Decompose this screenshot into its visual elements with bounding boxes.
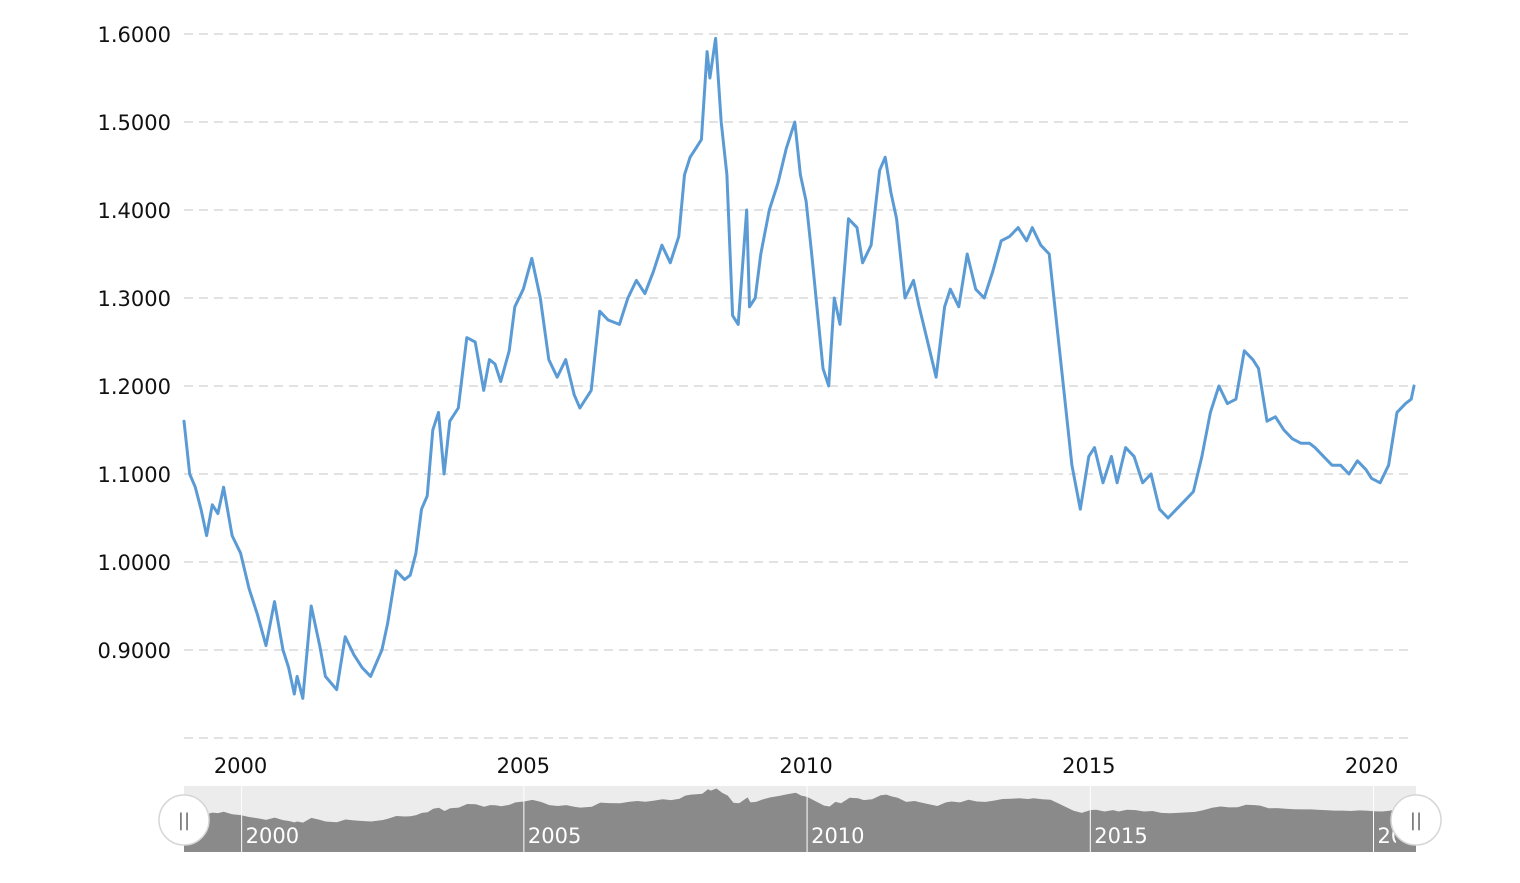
navigator-labels: 2000 2005 2010 2015 2020 — [246, 824, 1431, 848]
x-tick-label: 2000 — [214, 754, 267, 778]
series-layer — [182, 36, 1416, 700]
x-tick-label: 2015 — [1062, 754, 1115, 778]
y-tick-label: 1.5000 — [98, 111, 171, 135]
y-tick-label: 1.4000 — [98, 199, 171, 223]
y-tick-label: 1.2000 — [98, 375, 171, 399]
grid-lines — [184, 33, 1410, 739]
y-axis: 1.6000 1.5000 1.4000 1.3000 1.2000 1.1000 1.00… — [98, 23, 171, 663]
y-tick-label: 0.9000 — [98, 639, 171, 663]
x-tick-label: 2010 — [779, 754, 832, 778]
navigator-year-label: 2015 — [1094, 824, 1147, 848]
x-tick-label: 2005 — [497, 754, 550, 778]
x-tick-label: 2020 — [1345, 754, 1398, 778]
navigator-right-handle[interactable]: || — [1390, 794, 1442, 846]
right-handle-grip: || — [1410, 810, 1422, 831]
navigator-grid — [241, 786, 1375, 852]
x-axis: 2000 2005 2010 2015 2020 — [214, 754, 1398, 778]
left-handle-grip: || — [178, 810, 190, 831]
y-tick-label: 1.1000 — [98, 463, 171, 487]
y-tick-label: 1.6000 — [98, 23, 171, 47]
navigator-year-label: 2020 — [1378, 824, 1431, 848]
navigator-area — [184, 788, 1416, 852]
y-tick-label: 1.3000 — [98, 287, 171, 311]
navigator-year-label: 2005 — [528, 824, 581, 848]
series-line — [182, 36, 1416, 700]
y-tick-label: 1.0000 — [98, 551, 171, 575]
navigator-left-handle[interactable]: || — [158, 794, 210, 846]
navigator-year-label: 2010 — [811, 824, 864, 848]
navigator-year-label: 2000 — [246, 824, 299, 848]
range-navigator[interactable]: 2000 2005 2010 2015 2020 || || — [158, 786, 1442, 852]
